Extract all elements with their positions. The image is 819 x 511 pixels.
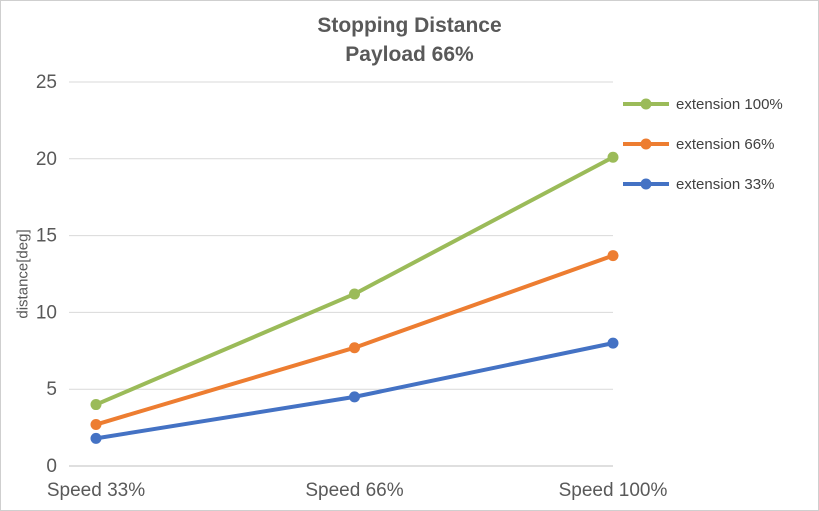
chart-title: Stopping Distance: [317, 14, 502, 37]
series-marker: [349, 391, 360, 403]
legend-label: extension 100%: [676, 96, 783, 113]
x-tick-label: Speed 66%: [305, 480, 403, 501]
y-tick-label: 15: [36, 226, 57, 247]
y-tick-label: 25: [36, 72, 57, 93]
series-marker: [607, 337, 619, 349]
x-tick-label: Speed 100%: [559, 480, 668, 501]
legend-marker: [640, 138, 652, 150]
y-tick-label: 5: [46, 379, 57, 400]
y-tick-label: 20: [36, 149, 57, 170]
chart-title-block: Stopping Distance Payload 66%: [1, 11, 818, 69]
series-marker: [607, 250, 619, 262]
legend-label: extension 33%: [676, 176, 774, 193]
series-marker: [90, 432, 102, 444]
series-marker: [349, 342, 360, 354]
x-tick-label: Speed 33%: [47, 480, 145, 501]
series-marker: [90, 399, 102, 411]
series-line: [94, 155, 615, 407]
series-line: [94, 341, 615, 441]
legend-label: extension 66%: [676, 136, 774, 153]
y-tick-label: 0: [46, 456, 57, 477]
series-marker: [349, 288, 360, 300]
legend-marker: [640, 98, 652, 110]
y-axis-title: distance[deg]: [14, 229, 32, 319]
chart-subtitle: Payload 66%: [345, 43, 474, 66]
series-marker: [90, 419, 102, 431]
legend-marker: [640, 178, 652, 190]
y-tick-label: 10: [36, 302, 57, 323]
series-marker: [607, 151, 619, 163]
